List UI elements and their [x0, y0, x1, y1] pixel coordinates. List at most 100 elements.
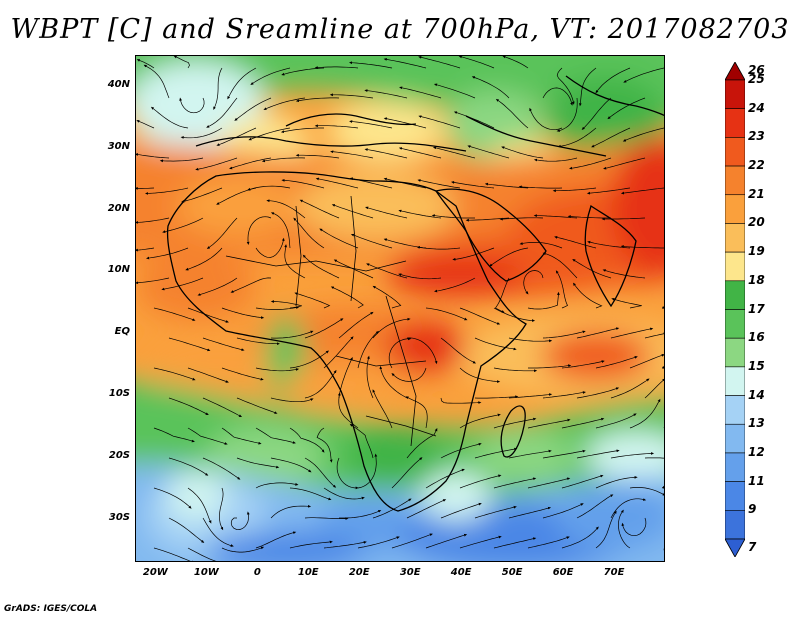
streamline [270, 212, 291, 249]
lon-label: 20W [142, 567, 168, 578]
streamline [493, 307, 536, 322]
lon-label: 0 [253, 567, 261, 578]
streamline [293, 217, 325, 249]
streamline [610, 452, 655, 459]
streamline [136, 120, 155, 129]
streamline [187, 427, 228, 445]
streamline [266, 199, 306, 219]
streamline [602, 269, 646, 279]
streamline [556, 67, 575, 105]
streamline [338, 357, 353, 399]
streamline [295, 153, 340, 159]
streamline [493, 417, 537, 429]
lon-label: 20E [348, 567, 370, 578]
streamline [187, 487, 212, 524]
streamline [357, 330, 379, 369]
streamline [581, 97, 612, 130]
map-canvas [136, 56, 664, 561]
streamline [388, 337, 412, 369]
streamline [330, 150, 374, 159]
streamline [179, 97, 205, 114]
streamline [357, 536, 400, 549]
streamline [576, 449, 620, 459]
colorbar-label: 19 [748, 244, 765, 259]
streamline [195, 157, 238, 171]
streamline [202, 337, 245, 351]
streamline [366, 263, 408, 279]
streamline [576, 327, 620, 339]
streamline [629, 487, 664, 496]
streamline [458, 56, 495, 69]
streamline [607, 97, 646, 120]
streamline [289, 487, 332, 501]
streamline [578, 67, 597, 107]
streamline [202, 457, 241, 480]
lat-label: 30S [108, 511, 130, 523]
streamline [489, 247, 529, 267]
streamline [542, 330, 586, 339]
streamline [398, 273, 442, 280]
colorbar-swatch [725, 366, 745, 396]
streamline [610, 327, 654, 339]
colorbar-swatch [725, 452, 745, 482]
colorbar-label: 25 [748, 72, 765, 86]
streamline [467, 145, 510, 159]
streamline [323, 336, 354, 369]
map-panel [135, 55, 665, 562]
streamline [270, 300, 302, 309]
streamline [440, 502, 482, 519]
streamline [330, 286, 364, 309]
streamline [383, 177, 427, 189]
streamline [556, 97, 578, 132]
lon-label: 60E [552, 567, 574, 578]
streamline [618, 509, 631, 549]
streamline [629, 354, 664, 369]
streamline [221, 427, 262, 445]
streamline [471, 76, 510, 99]
streamline [569, 157, 612, 170]
streamline [418, 56, 461, 69]
streamline [391, 457, 423, 489]
colorbar-label: 14 [748, 387, 765, 402]
streamline [230, 511, 250, 530]
lon-label: 40E [450, 567, 472, 578]
streamline [314, 66, 359, 69]
streamline [508, 337, 553, 343]
streamline [434, 277, 476, 293]
streamline [247, 185, 291, 191]
streamline [493, 477, 537, 489]
streamline [595, 413, 637, 429]
colorbar-label: 21 [748, 186, 765, 201]
temperature-field [136, 56, 664, 561]
streamline [591, 127, 631, 148]
streamline [236, 337, 280, 346]
streamline [136, 217, 170, 224]
lon-label: 70E [603, 567, 625, 578]
streamline [595, 356, 638, 369]
streamline [425, 307, 468, 321]
streamline [323, 487, 365, 500]
colorbar-swatch [725, 395, 745, 425]
streamline [586, 187, 631, 195]
streamline [620, 245, 664, 249]
streamline [561, 417, 605, 429]
streamline [150, 106, 189, 129]
streamline [168, 337, 211, 352]
colorbar-swatch [725, 108, 745, 138]
streamline [440, 337, 477, 364]
streamline [187, 547, 223, 561]
streamline [418, 115, 461, 129]
colorbar-label: 20 [748, 215, 765, 230]
streamline [255, 482, 299, 489]
streamline [136, 153, 170, 159]
streamline [319, 228, 359, 249]
colorbar [725, 62, 745, 557]
streamline [236, 457, 280, 469]
colorbar-swatch [725, 137, 745, 167]
streamline [519, 241, 563, 249]
streamline [611, 298, 642, 309]
streamline [431, 214, 475, 219]
streamline [644, 378, 664, 399]
colorbar-label: 11 [748, 473, 765, 488]
streamline [542, 503, 584, 519]
